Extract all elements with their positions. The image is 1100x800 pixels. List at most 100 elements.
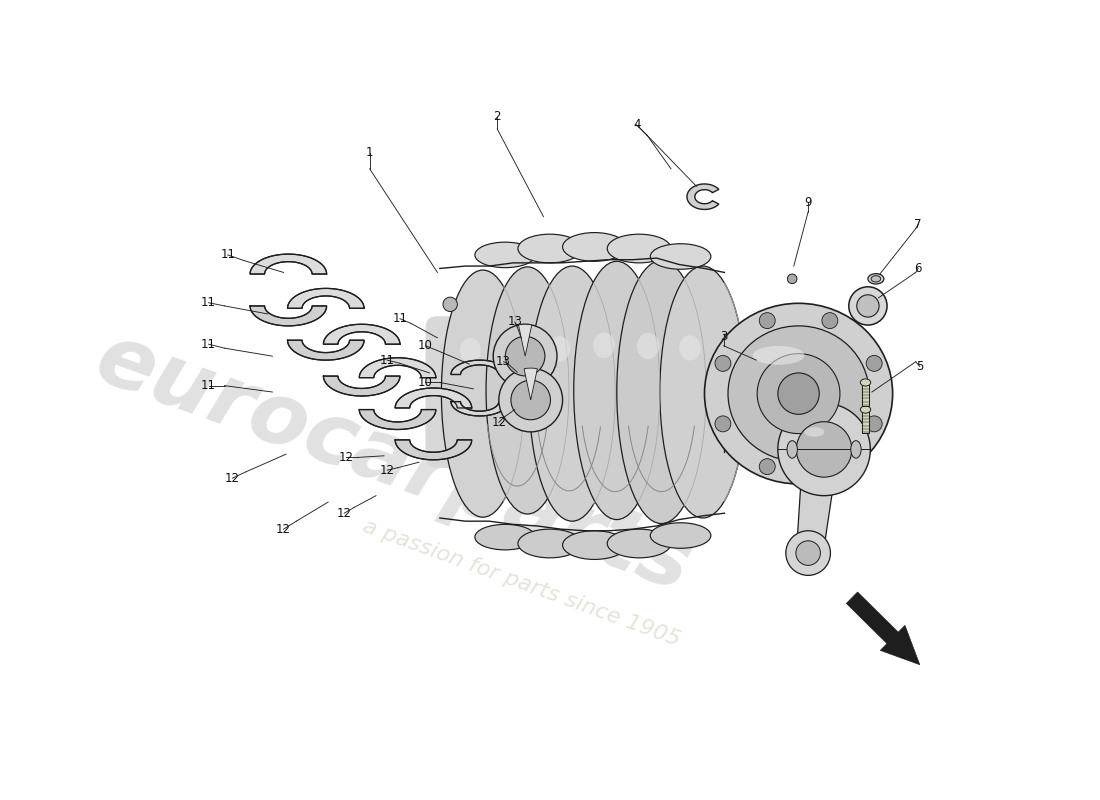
Circle shape <box>795 541 821 566</box>
Text: 12: 12 <box>379 464 395 477</box>
Ellipse shape <box>860 379 871 386</box>
Circle shape <box>505 336 544 376</box>
Text: 12: 12 <box>338 451 353 464</box>
Circle shape <box>498 368 562 432</box>
Circle shape <box>866 355 882 371</box>
Circle shape <box>788 274 798 284</box>
Ellipse shape <box>728 326 869 462</box>
Ellipse shape <box>549 336 570 362</box>
Polygon shape <box>360 358 436 378</box>
Polygon shape <box>846 592 920 665</box>
Wedge shape <box>524 368 537 400</box>
Circle shape <box>778 373 820 414</box>
Text: 13: 13 <box>496 355 512 368</box>
Circle shape <box>822 313 838 329</box>
Ellipse shape <box>574 262 660 519</box>
Circle shape <box>493 324 557 388</box>
Ellipse shape <box>562 530 626 559</box>
Text: 3: 3 <box>719 330 727 342</box>
Circle shape <box>778 403 870 496</box>
Circle shape <box>785 530 830 575</box>
Ellipse shape <box>475 242 536 268</box>
Ellipse shape <box>679 335 701 361</box>
Ellipse shape <box>637 333 659 359</box>
Ellipse shape <box>518 529 582 558</box>
Circle shape <box>822 458 838 474</box>
Ellipse shape <box>660 266 746 518</box>
Polygon shape <box>451 360 508 374</box>
Bar <box>862 382 869 406</box>
Text: eurocarparts: eurocarparts <box>85 318 703 610</box>
Text: 12: 12 <box>492 416 506 429</box>
Text: 11: 11 <box>393 312 407 325</box>
Circle shape <box>759 313 775 329</box>
Ellipse shape <box>650 522 711 548</box>
Circle shape <box>715 416 730 432</box>
Text: 10: 10 <box>418 376 433 389</box>
Polygon shape <box>686 184 719 210</box>
Polygon shape <box>395 440 472 460</box>
Text: 11: 11 <box>379 354 395 366</box>
Ellipse shape <box>850 441 861 458</box>
Circle shape <box>796 422 851 477</box>
Ellipse shape <box>704 303 892 484</box>
Text: 7: 7 <box>914 218 922 231</box>
Polygon shape <box>287 340 364 360</box>
Circle shape <box>849 286 887 325</box>
Ellipse shape <box>460 338 481 362</box>
Text: 9: 9 <box>804 196 812 209</box>
Wedge shape <box>518 324 531 356</box>
Circle shape <box>866 416 882 432</box>
Text: 11: 11 <box>201 338 216 350</box>
Text: 2: 2 <box>494 110 501 123</box>
Text: 12: 12 <box>276 522 292 536</box>
Ellipse shape <box>505 335 526 359</box>
Polygon shape <box>360 410 436 430</box>
Ellipse shape <box>518 234 582 263</box>
Text: 11: 11 <box>220 249 235 262</box>
Ellipse shape <box>475 524 536 550</box>
Text: 11: 11 <box>201 296 216 310</box>
Text: 6: 6 <box>914 262 922 275</box>
Ellipse shape <box>757 354 840 434</box>
Ellipse shape <box>562 233 626 262</box>
Ellipse shape <box>486 267 569 514</box>
Text: 12: 12 <box>337 506 352 520</box>
Polygon shape <box>250 306 327 326</box>
Text: a passion for parts since 1905: a passion for parts since 1905 <box>360 517 683 650</box>
Ellipse shape <box>868 274 884 284</box>
Polygon shape <box>323 324 400 344</box>
Ellipse shape <box>607 234 671 263</box>
Text: 10: 10 <box>418 339 433 352</box>
Ellipse shape <box>607 529 671 558</box>
Bar <box>862 410 869 434</box>
Polygon shape <box>287 288 364 308</box>
Ellipse shape <box>441 270 525 517</box>
Polygon shape <box>451 402 508 416</box>
Bar <box>440 344 707 440</box>
Polygon shape <box>323 376 400 396</box>
Polygon shape <box>795 419 844 569</box>
Ellipse shape <box>617 261 706 523</box>
Text: 11: 11 <box>201 379 216 392</box>
Circle shape <box>759 458 775 474</box>
Text: 12: 12 <box>226 472 240 485</box>
Text: 13: 13 <box>507 315 522 328</box>
Bar <box>725 334 799 452</box>
Circle shape <box>715 355 730 371</box>
Polygon shape <box>395 388 472 408</box>
Text: 4: 4 <box>632 118 640 131</box>
Ellipse shape <box>786 441 798 458</box>
Circle shape <box>510 380 550 420</box>
Ellipse shape <box>593 332 615 358</box>
Ellipse shape <box>529 266 615 521</box>
Ellipse shape <box>860 406 871 413</box>
FancyBboxPatch shape <box>426 316 713 468</box>
Text: 1: 1 <box>366 146 373 159</box>
Polygon shape <box>250 254 327 274</box>
Ellipse shape <box>650 244 711 270</box>
Circle shape <box>443 297 458 311</box>
Ellipse shape <box>804 427 825 437</box>
Ellipse shape <box>752 346 804 365</box>
Circle shape <box>857 294 879 317</box>
